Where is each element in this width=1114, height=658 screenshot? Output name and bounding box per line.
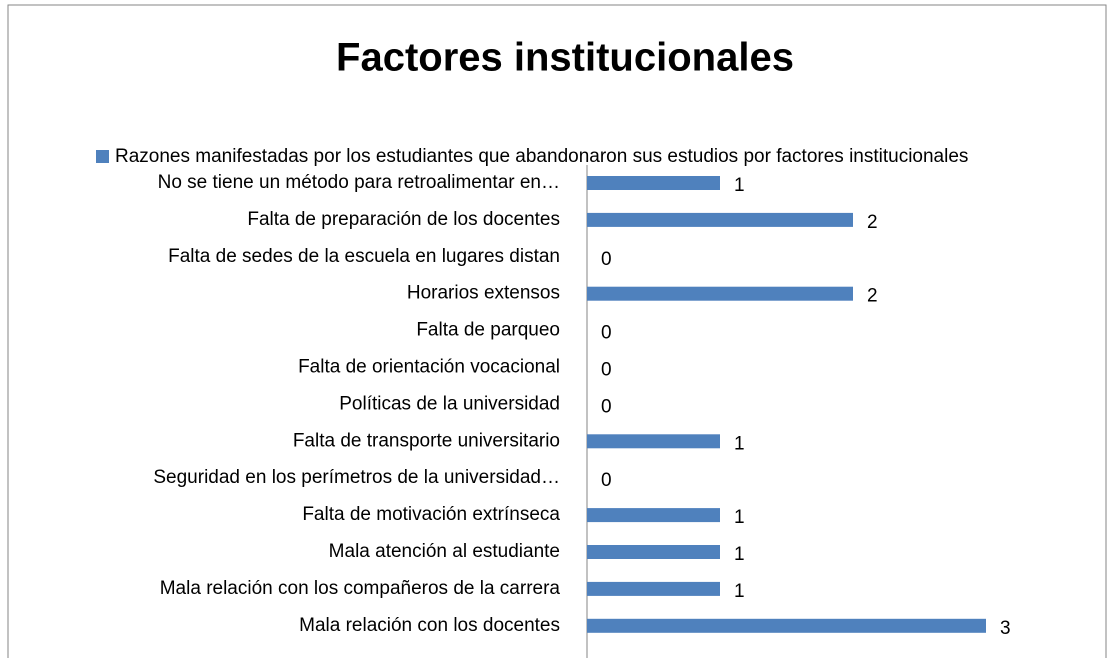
category-label: Falta de motivación extrínseca <box>302 504 560 525</box>
data-label: 1 <box>734 507 745 528</box>
bar <box>587 618 986 633</box>
category-label: Falta de sedes de la escuela en lugares … <box>168 246 560 267</box>
data-label: 0 <box>601 396 612 417</box>
data-label: 0 <box>601 360 612 381</box>
bar <box>587 581 720 596</box>
data-label: 0 <box>601 470 612 491</box>
data-label: 0 <box>601 249 612 270</box>
category-label: Falta de transporte universitario <box>293 430 560 451</box>
data-label: 1 <box>734 581 745 602</box>
category-label: Falta de preparación de los docentes <box>247 209 560 230</box>
bar <box>587 176 720 190</box>
chart-frame <box>7 4 1107 658</box>
category-label: Mala relación con los docentes <box>299 615 560 636</box>
data-label: 1 <box>734 544 745 565</box>
category-label: No se tiene un método para retroalimenta… <box>158 172 560 193</box>
data-label: 0 <box>601 323 612 344</box>
bar <box>587 545 720 559</box>
data-label: 2 <box>867 286 878 307</box>
data-label: 2 <box>867 212 878 233</box>
data-label: 1 <box>734 175 745 196</box>
category-label: Políticas de la universidad <box>339 393 560 414</box>
category-label: Mala relación con los compañeros de la c… <box>160 578 561 599</box>
bar <box>587 212 853 227</box>
legend-swatch <box>96 150 109 163</box>
data-label: 3 <box>1000 618 1011 639</box>
category-label: Seguridad en los perímetros de la univer… <box>153 467 560 488</box>
category-label: Falta de parqueo <box>416 320 560 341</box>
data-label: 1 <box>734 433 745 454</box>
legend-label: Razones manifestadas por los estudiantes… <box>115 146 969 167</box>
category-label: Falta de orientación vocacional <box>298 357 560 378</box>
chart-title: Factores institucionales <box>336 36 794 80</box>
bar <box>587 508 720 523</box>
bar <box>587 286 853 301</box>
bar <box>587 434 720 449</box>
category-label: Mala atención al estudiante <box>329 541 560 562</box>
category-label: Horarios extensos <box>407 283 560 304</box>
